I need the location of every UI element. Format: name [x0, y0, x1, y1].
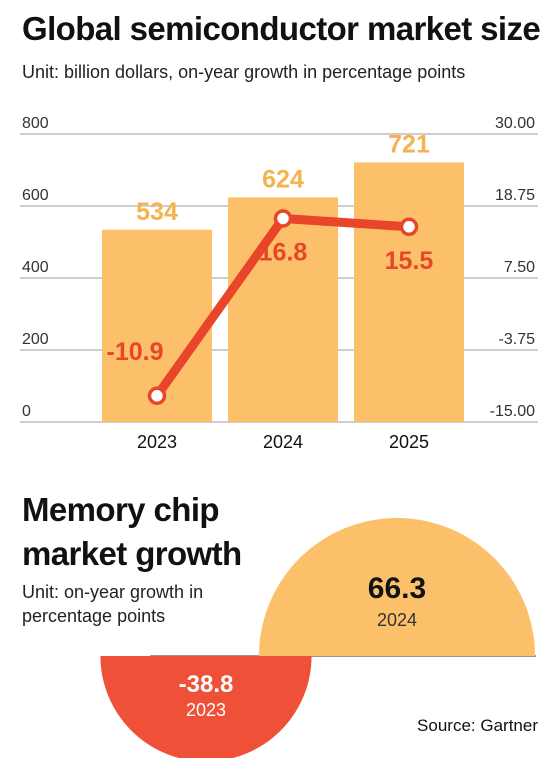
- chart-title: Global semiconductor market size: [22, 10, 541, 47]
- year-tick-label: 2023: [137, 432, 177, 452]
- growth-value-label: 66.3: [368, 572, 426, 605]
- left-axis-tick: 200: [22, 331, 49, 348]
- market-size-bar: [228, 197, 338, 422]
- growth-label: -10.9: [107, 338, 164, 366]
- market-size-bar: [354, 162, 464, 422]
- year-tick-label: 2025: [389, 432, 429, 452]
- year-label: 2024: [377, 610, 417, 630]
- chart-subtitle: Unit: billion dollars, on-year growth in…: [22, 62, 466, 82]
- growth-value-label: -38.8: [179, 671, 234, 698]
- left-axis-tick: 600: [22, 187, 49, 204]
- memory-chart-title: Memory chip market growth: [22, 491, 242, 572]
- left-axis-tick: 800: [22, 115, 49, 132]
- year-tick-label: 2024: [263, 432, 303, 452]
- right-axis-tick: 30.00: [495, 115, 535, 132]
- right-axis-tick: 7.50: [504, 259, 535, 276]
- right-axis-tick: -15.00: [490, 403, 535, 420]
- market-size-label: 721: [388, 130, 430, 158]
- market-size-label: 534: [136, 198, 178, 226]
- source-note: Source: Gartner: [417, 716, 538, 735]
- growth-semicircle: [259, 518, 535, 656]
- growth-point: [399, 217, 419, 237]
- growth-label: 15.5: [385, 247, 434, 275]
- growth-label: 16.8: [259, 238, 308, 266]
- growth-point: [147, 386, 167, 406]
- right-axis-tick: -3.75: [499, 331, 536, 348]
- semiconductor-market-chart: 0 -15.00 200 -3.75 400 7.50 600 18.75 800 30.00 5…: [20, 115, 538, 452]
- market-size-label: 624: [262, 165, 304, 193]
- left-axis-tick: 0: [22, 403, 31, 420]
- right-axis-tick: 18.75: [495, 187, 535, 204]
- growth-semicircle: [100, 656, 312, 758]
- left-axis-tick: 400: [22, 259, 49, 276]
- growth-point: [273, 209, 293, 228]
- memory-chart-subtitle: Unit: on-year growth in percentage point…: [22, 582, 204, 626]
- year-label: 2023: [186, 700, 226, 720]
